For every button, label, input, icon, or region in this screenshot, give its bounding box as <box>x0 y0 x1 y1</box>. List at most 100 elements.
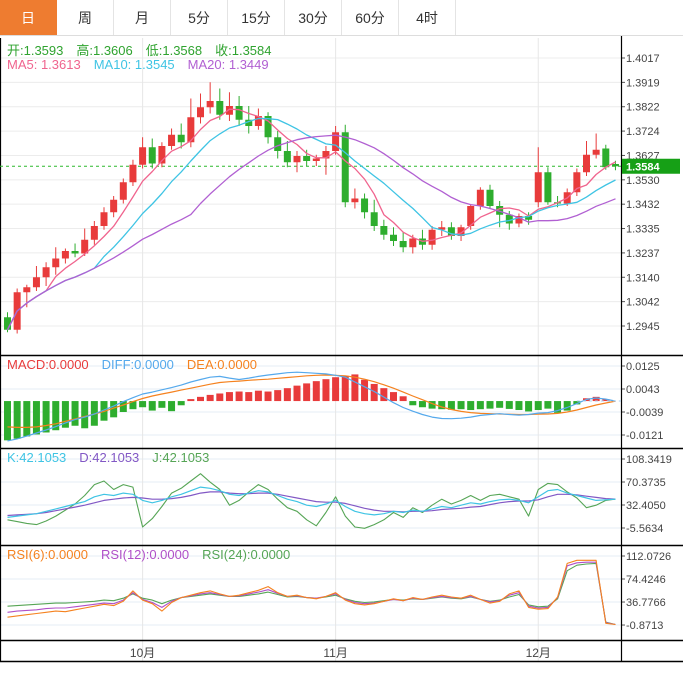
macd-histogram-bar <box>148 401 156 411</box>
macd-histogram-bar <box>312 381 320 402</box>
macd-histogram-bar <box>61 401 69 428</box>
sub-y-tick: 112.0726 <box>626 551 671 563</box>
candle-body <box>274 137 282 151</box>
candle-body <box>602 148 610 168</box>
macd-histogram-bar <box>467 401 475 411</box>
macd-histogram-bar <box>110 401 118 418</box>
macd-histogram-bar <box>283 388 291 402</box>
macd-histogram-bar <box>293 385 301 402</box>
macd-histogram-bar <box>370 383 378 402</box>
macd-histogram-bar <box>158 401 166 408</box>
candle-body <box>283 151 291 163</box>
candle-body <box>322 151 330 159</box>
candle-body <box>390 234 397 241</box>
macd-histogram-bar <box>177 401 185 406</box>
d-line <box>7 491 616 517</box>
macd-histogram-bar <box>544 401 552 409</box>
x-axis-month-label: 12月 <box>526 646 551 660</box>
macd-histogram-bar <box>332 377 340 402</box>
main-y-tick: 1.2945 <box>626 321 660 333</box>
candle-body <box>476 189 484 206</box>
sub-y-tick: -0.0121 <box>626 430 663 442</box>
tab-day[interactable]: 日 <box>0 0 57 35</box>
macd-histogram-bar <box>409 401 417 406</box>
macd-histogram-bar <box>476 401 484 410</box>
main-y-tick: 1.3237 <box>626 248 660 260</box>
macd-histogram-bar <box>418 401 426 408</box>
macd-histogram-bar <box>245 392 253 402</box>
macd-histogram-bar <box>341 375 349 402</box>
candle-body <box>312 158 320 161</box>
macd-histogram-bar <box>23 401 31 437</box>
tab-5min[interactable]: 5分 <box>171 0 228 35</box>
current-price-tag <box>622 158 680 174</box>
ma5-line <box>6 108 616 331</box>
macd-histogram-bar <box>254 390 262 402</box>
macd-histogram-bar <box>139 401 147 408</box>
macd-histogram-bar <box>351 374 359 402</box>
tab-4hour[interactable]: 4时 <box>399 0 456 35</box>
main-y-tick: 1.3919 <box>626 77 660 89</box>
candle-body <box>245 119 253 126</box>
candle-body <box>592 149 600 155</box>
sub-y-tick: 70.3735 <box>626 477 666 489</box>
sub-y-tick: 0.0125 <box>626 361 660 373</box>
candle-body <box>573 172 581 193</box>
rsi6-line <box>7 559 616 626</box>
candle-body <box>139 147 147 165</box>
candle-body <box>100 212 108 226</box>
macd-histogram-bar <box>303 383 311 402</box>
macd-histogram-bar <box>592 396 600 402</box>
tabbar-spacer <box>456 0 683 35</box>
tab-30min[interactable]: 30分 <box>285 0 342 35</box>
candle-body <box>254 116 262 126</box>
sub-y-tick: 108.3419 <box>626 454 672 466</box>
macd-histogram-bar <box>515 401 523 411</box>
macd-histogram-bar <box>573 401 581 405</box>
macd-panel[interactable] <box>0 356 621 448</box>
candle-body <box>467 206 475 226</box>
tab-15min[interactable]: 15分 <box>228 0 285 35</box>
main-y-tick: 1.3724 <box>626 126 660 138</box>
tab-60min[interactable]: 60分 <box>342 0 399 35</box>
candle-body <box>399 241 407 248</box>
candle-body <box>447 227 455 236</box>
macd-histogram-bar <box>4 401 11 441</box>
macd-histogram-bar <box>197 396 204 402</box>
macd-histogram-bar <box>563 401 571 411</box>
kdj-panel[interactable] <box>0 449 621 545</box>
candle-body <box>370 212 378 226</box>
macd-histogram-bar <box>399 396 407 402</box>
tab-month[interactable]: 月 <box>114 0 171 35</box>
macd-histogram-bar <box>264 391 272 402</box>
macd-histogram-bar <box>390 392 397 402</box>
candle-body <box>61 251 69 259</box>
candle-body <box>409 238 417 248</box>
candle-body <box>525 216 533 220</box>
candle-body <box>235 106 243 120</box>
sub-y-tick: -5.5634 <box>626 523 663 535</box>
candle-body <box>583 154 590 173</box>
main-chart-panel[interactable] <box>0 41 621 355</box>
main-y-tick: 1.3042 <box>626 297 660 309</box>
main-y-tick: 1.3822 <box>626 102 660 114</box>
main-y-tick: 1.3530 <box>626 175 660 187</box>
candle-body <box>32 277 40 288</box>
macd-histogram-bar <box>225 392 233 402</box>
sub-y-tick: 36.7766 <box>626 597 666 609</box>
x-axis-month-label: 11月 <box>323 646 347 660</box>
macd-histogram-bar <box>496 401 504 408</box>
macd-histogram-bar <box>322 379 330 402</box>
candle-body <box>505 214 513 224</box>
candle-body <box>129 164 137 183</box>
macd-histogram-bar <box>447 401 455 410</box>
macd-histogram-bar <box>42 401 50 433</box>
candle-body <box>148 147 156 164</box>
candle-body <box>361 198 369 213</box>
main-y-tick: 1.3335 <box>626 224 660 236</box>
candle-body <box>197 107 204 118</box>
rsi-panel[interactable] <box>0 546 621 640</box>
macd-histogram-bar <box>13 401 21 439</box>
macd-histogram-bar <box>129 401 137 410</box>
tab-week[interactable]: 周 <box>57 0 114 35</box>
